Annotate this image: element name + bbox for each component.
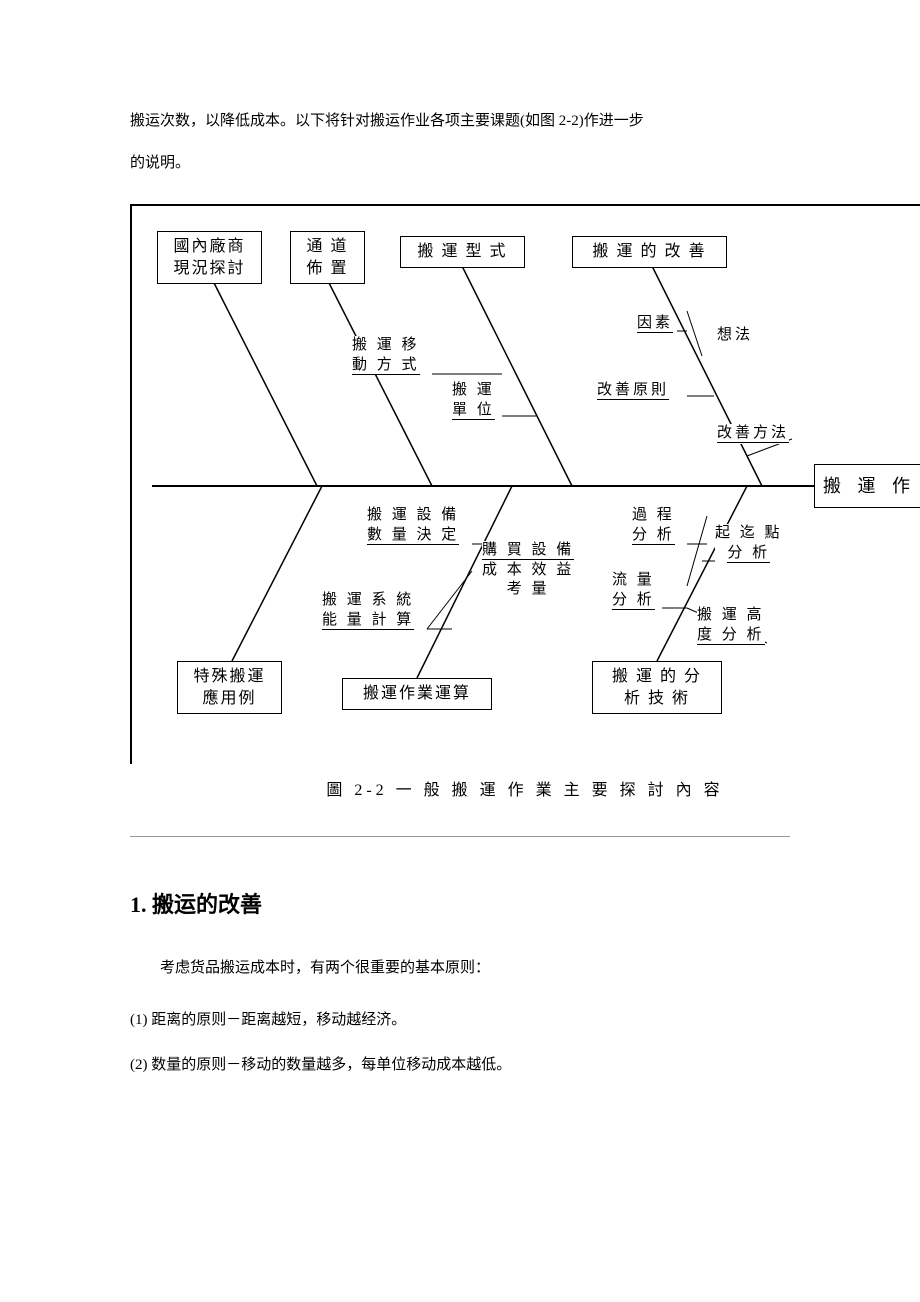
list-item-2: (2) 数量的原则－移动的数量越多，每单位移动成本越低。 bbox=[130, 1043, 790, 1088]
lbl-process: 過 程 分 析 bbox=[632, 506, 675, 545]
lbl-system-energy: 搬 運 系 統 能 量 計 算 bbox=[322, 591, 414, 630]
section-heading: 1. 搬运的改善 bbox=[130, 887, 790, 919]
box-domestic: 國內廠商 現況探討 bbox=[157, 231, 262, 284]
box-aisle: 通 道 佈 置 bbox=[290, 231, 365, 284]
diagram-caption: 圖 2-2 一 般 搬 運 作 業 主 要 探 討 內 容 bbox=[130, 776, 920, 800]
lbl-height: 搬 運 高 度 分 析 bbox=[697, 606, 765, 645]
lbl-flow: 流 量 分 析 bbox=[612, 571, 655, 610]
box-type: 搬 運 型 式 bbox=[400, 236, 525, 268]
lbl-factor: 因素 bbox=[637, 314, 673, 334]
intro-line-1: 搬运次数，以降低成本。以下将针对搬运作业各项主要课题(如图 2-2)作进一步 bbox=[130, 113, 644, 129]
box-improve: 搬 運 的 改 善 bbox=[572, 236, 727, 268]
section-intro: 考虑货品搬运成本时，有两个很重要的基本原则： bbox=[130, 949, 790, 988]
lbl-move-method: 搬 運 移 動 方 式 bbox=[352, 336, 420, 375]
lbl-equip-qty: 搬 運 設 備 數 量 決 定 bbox=[367, 506, 459, 545]
box-special: 特殊搬運 應用例 bbox=[177, 661, 282, 714]
intro-line-2: 的说明。 bbox=[130, 155, 190, 171]
box-calc: 搬運作業運算 bbox=[342, 678, 492, 710]
lbl-method: 改善方法 bbox=[717, 424, 789, 444]
fishbone-diagram: 國內廠商 現況探討 通 道 佈 置 搬 運 型 式 搬 運 的 改 善 搬 運 … bbox=[130, 204, 920, 764]
lbl-buy-cost: 購 買 設 備 成 本 效 益 考 量 bbox=[482, 541, 574, 600]
intro-paragraph: 搬运次数，以降低成本。以下将针对搬运作业各项主要课题(如图 2-2)作进一步 的… bbox=[130, 100, 790, 184]
box-head: 搬 運 作 bbox=[814, 464, 920, 508]
lbl-unit: 搬 運 單 位 bbox=[452, 381, 495, 420]
lbl-origin: 起 迄 點 分 析 bbox=[715, 524, 783, 563]
list-item-1: (1) 距离的原则－距离越短，移动越经济。 bbox=[130, 998, 790, 1043]
box-analysis: 搬 運 的 分 析 技 術 bbox=[592, 661, 722, 714]
divider bbox=[130, 836, 790, 837]
lbl-principle: 改善原則 bbox=[597, 381, 669, 401]
lbl-idea: 想法 bbox=[717, 326, 753, 346]
